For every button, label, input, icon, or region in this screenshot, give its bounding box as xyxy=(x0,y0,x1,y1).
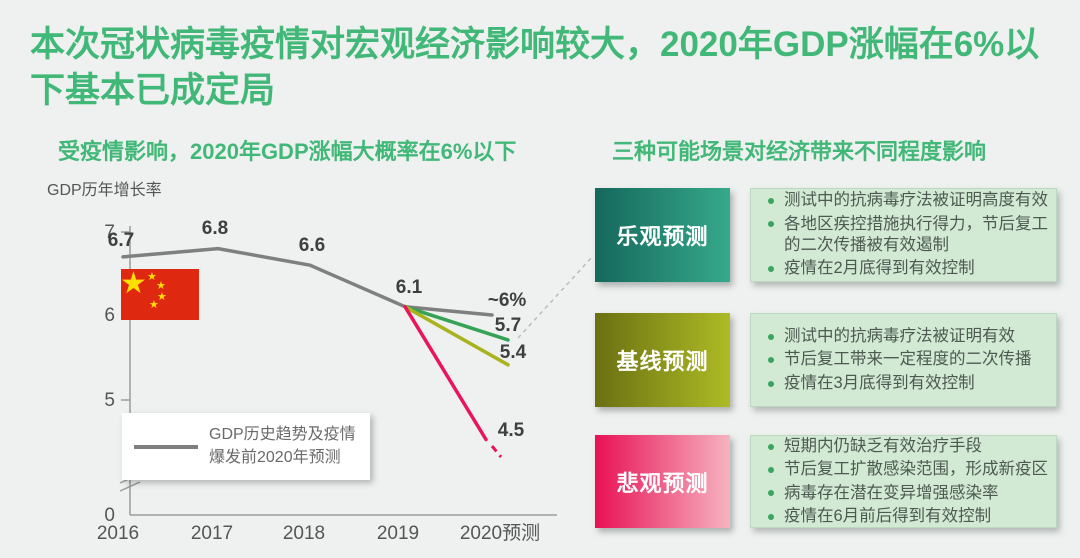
bullet-item: 测试中的抗病毒疗法被证明高度有效 xyxy=(757,190,1048,211)
bullet-text: 测试中的抗病毒疗法被证明高度有效 xyxy=(784,191,1048,210)
axis-break-icon xyxy=(119,481,141,492)
y-tick-5: 5 xyxy=(104,390,115,411)
bullet-text: 节后复工扩散感染范围，形成新疫区 xyxy=(784,460,1048,479)
x-tick-2019: 2019 xyxy=(377,523,419,544)
legend-text: GDP历史趋势及疫情 爆发前2020年预测 xyxy=(209,424,356,468)
pessimistic-line-dashed-tail xyxy=(490,445,503,458)
scenario-bullets-optimistic: 测试中的抗病毒疗法被证明高度有效 各地区疾控措施执行得力，节后复工的二次传播被有… xyxy=(750,188,1057,282)
bullet-item: 短期内仍缺乏有效治疗手段 xyxy=(757,436,1048,457)
flag-field xyxy=(121,269,199,320)
bullet-dot-icon xyxy=(768,266,774,273)
bullet-text: 各地区疾控措施执行得力，节后复工的二次传播被有效遏制 xyxy=(784,214,1048,254)
scenario-bullets-baseline: 测试中的抗病毒疗法被证明有效 节后复工带来一定程度的二次传播 疫情在3月底得到有… xyxy=(750,313,1057,407)
bullet-text: 疫情在3月底得到有效控制 xyxy=(784,373,975,392)
scenario-row-pessimistic: 悲观预测 短期内仍缺乏有效治疗手段 节后复工扩散感染范围，形成新疫区 病毒存在潜… xyxy=(595,435,1057,528)
forecast-label-optimistic: 5.7 xyxy=(495,315,521,336)
gdp-chart: 7 6 5 0 2016 2017 2018 2019 2020预测 ★ ★ ★… xyxy=(97,218,594,544)
y-tick-6: 6 xyxy=(104,305,115,326)
x-tick-2016: 2016 xyxy=(97,523,139,544)
forecast-label-baseline: 5.4 xyxy=(500,342,527,363)
y-tick-0: 0 xyxy=(104,505,115,526)
bullet-item: 测试中的抗病毒疗法被证明有效 xyxy=(757,326,1048,347)
bullet-text: 病毒存在潜在变异增强感染率 xyxy=(784,483,999,502)
x-tick-2017: 2017 xyxy=(191,523,233,544)
flag-star-small-icon: ★ xyxy=(147,271,157,283)
left-subtitle: 受疫情影响，2020年GDP涨幅大概率在6%以下 xyxy=(58,139,517,164)
forecast-label-pessimistic: 4.5 xyxy=(498,420,525,441)
series-lines xyxy=(121,246,510,442)
data-label-2016: 6.7 xyxy=(108,230,134,251)
bullet-text: 节后复工带来一定程度的二次传播 xyxy=(784,350,1032,369)
bullet-text: 测试中的抗病毒疗法被证明有效 xyxy=(784,326,1015,345)
x-tick-2018: 2018 xyxy=(283,523,325,544)
scenario-label-baseline: 基线预测 xyxy=(595,313,730,407)
bullet-item: 病毒存在潜在变异增强感染率 xyxy=(757,483,1048,504)
bullet-item: 疫情在6月前后得到有效控制 xyxy=(757,506,1048,527)
bullet-dot-icon xyxy=(768,513,774,520)
bullet-item: 各地区疾控措施执行得力，节后复工的二次传播被有效遏制 xyxy=(757,214,1048,257)
page-title: 本次冠状病毒疫情对宏观经济影响较大，2020年GDP涨幅在6%以下基本已成定局 xyxy=(30,25,1040,110)
bullet-item: 节后复工带来一定程度的二次传播 xyxy=(757,349,1048,370)
right-subtitle: 三种可能场景对经济带来不同程度影响 xyxy=(612,139,987,164)
bullet-dot-icon xyxy=(768,490,774,497)
bullet-item: 节后复工扩散感染范围，形成新疫区 xyxy=(757,459,1048,480)
china-flag: ★ ★ ★ ★ ★ xyxy=(120,267,199,320)
bullet-text: 短期内仍缺乏有效治疗手段 xyxy=(784,436,982,455)
series-line-1 xyxy=(403,304,510,342)
forecast-label-preoutbreak: ~6% xyxy=(488,290,527,311)
flag-star-small-icon: ★ xyxy=(156,280,166,292)
data-label-2019: 6.1 xyxy=(396,277,423,298)
scenario-label-optimistic: 乐观预测 xyxy=(595,188,730,282)
bullet-dot-icon xyxy=(768,443,774,450)
scenario-label-pessimistic: 悲观预测 xyxy=(595,435,730,528)
series-line-2 xyxy=(403,304,510,367)
chart-axis-title: GDP历年增长率 xyxy=(47,182,162,199)
bullet-item: 疫情在2月底得到有效控制 xyxy=(757,258,1048,279)
x-tick-2020: 2020预测 xyxy=(460,522,540,544)
scenario-row-baseline: 基线预测 测试中的抗病毒疗法被证明有效 节后复工带来一定程度的二次传播 疫情在3… xyxy=(595,313,1057,407)
flag-star-large-icon: ★ xyxy=(120,267,147,300)
bullet-dot-icon xyxy=(768,198,774,205)
legend-box: GDP历史趋势及疫情 爆发前2020年预测 xyxy=(122,413,370,480)
bullet-text: 疫情在6月前后得到有效控制 xyxy=(784,506,992,525)
bullet-text: 疫情在2月底得到有效控制 xyxy=(784,259,975,278)
data-label-2017: 6.8 xyxy=(202,218,228,239)
y-tick-7: 7 xyxy=(104,222,115,243)
scenario-row-optimistic: 乐观预测 测试中的抗病毒疗法被证明高度有效 各地区疾控措施执行得力，节后复工的二… xyxy=(595,188,1057,282)
bullet-dot-icon xyxy=(768,221,774,228)
legend-text-line2: 爆发前2020年预测 xyxy=(209,448,341,466)
bullet-dot-icon xyxy=(768,357,774,364)
bullet-dot-icon xyxy=(768,333,774,340)
bullet-item: 疫情在3月底得到有效控制 xyxy=(757,373,1048,394)
data-label-2018: 6.6 xyxy=(299,235,325,256)
flag-star-small-icon: ★ xyxy=(157,291,167,303)
scenario-bullets-pessimistic: 短期内仍缺乏有效治疗手段 节后复工扩散感染范围，形成新疫区 病毒存在潜在变异增强… xyxy=(750,435,1057,528)
series-line-3 xyxy=(403,304,488,442)
dashed-connector xyxy=(517,255,594,339)
bullet-dot-icon xyxy=(768,466,774,473)
series-line-0 xyxy=(121,246,494,317)
flag-star-small-icon: ★ xyxy=(149,299,159,311)
legend-text-line1: GDP历史趋势及疫情 xyxy=(209,426,356,444)
bullet-dot-icon xyxy=(768,380,774,387)
legend-line-swatch xyxy=(134,444,198,449)
